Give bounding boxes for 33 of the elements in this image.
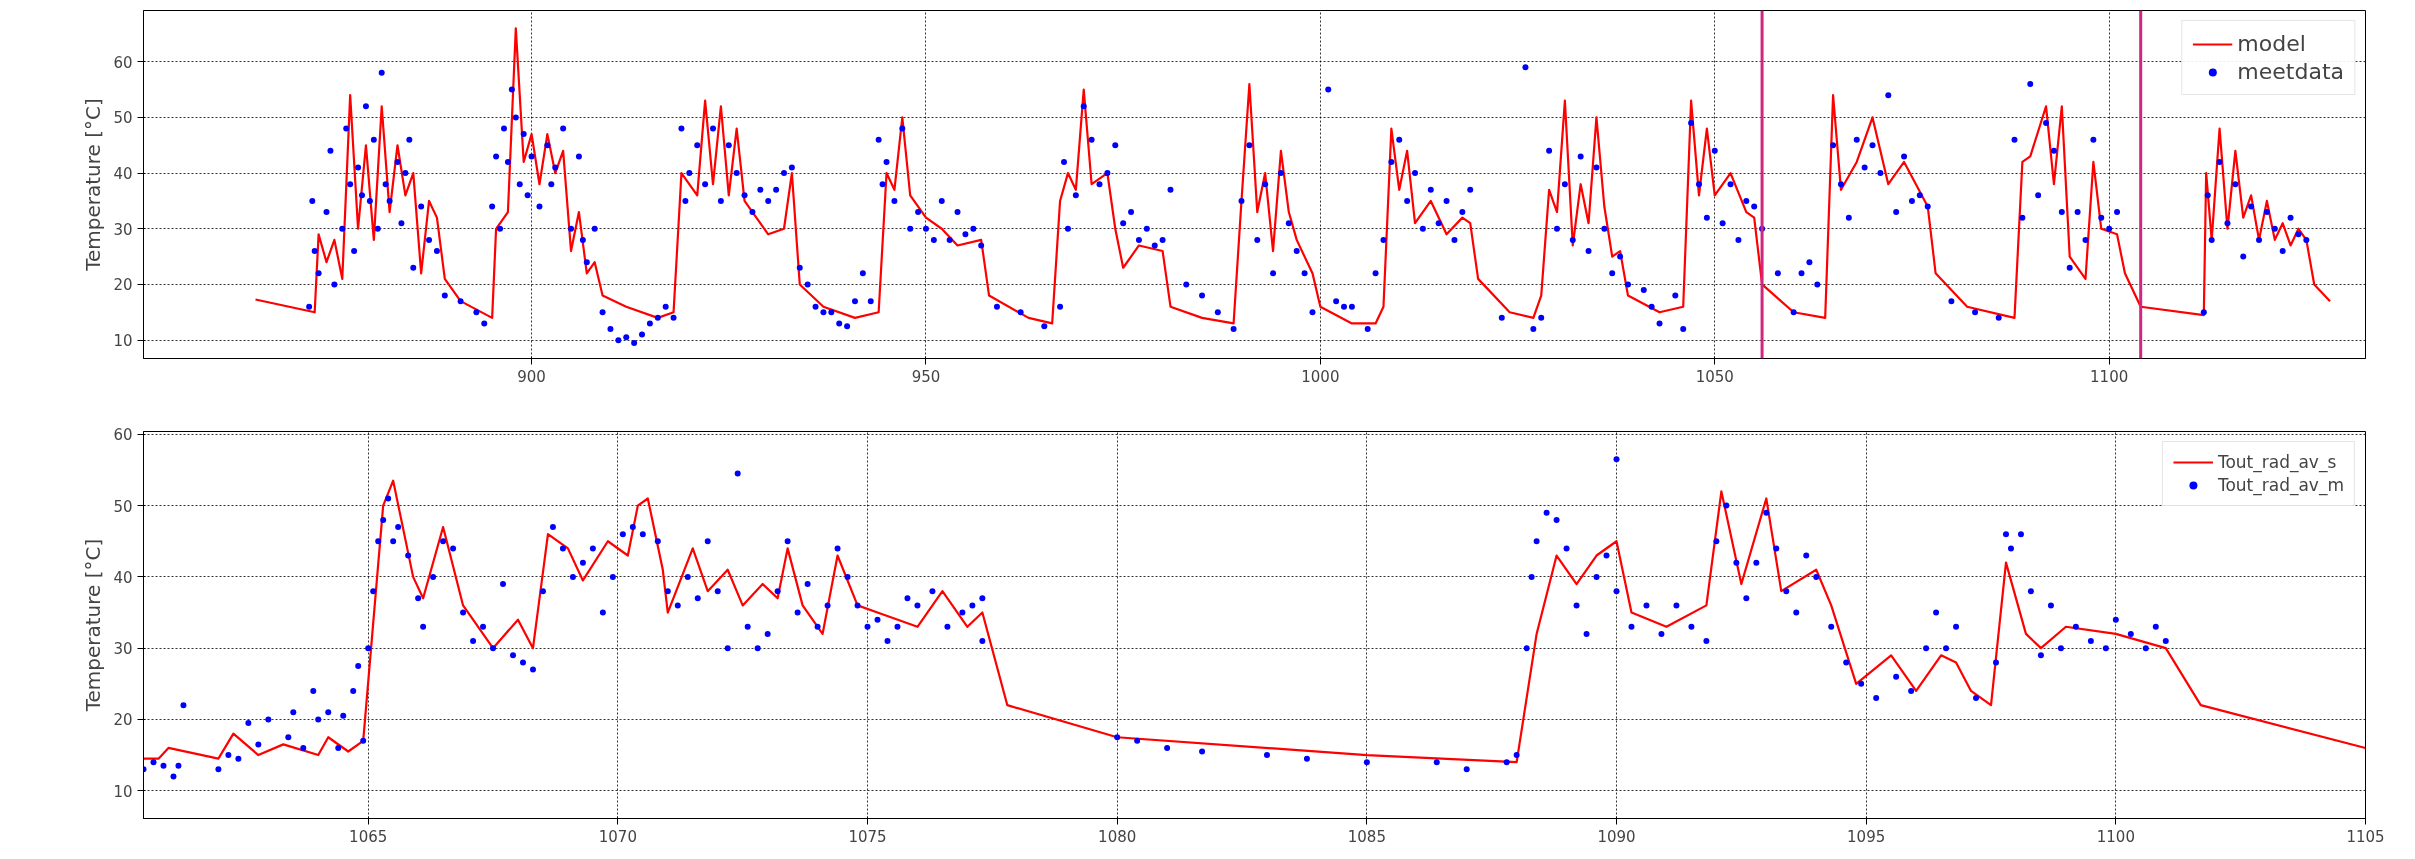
y-tick-label: 20 — [113, 711, 133, 730]
y-tick-label: 10 — [113, 332, 133, 351]
x-tick-label: 1100 — [2090, 367, 2129, 386]
y-axis-title: Temperature [°C] — [81, 98, 106, 272]
x-tick-label: 1105 — [2346, 827, 2385, 846]
x-tick-label: 1090 — [1597, 827, 1636, 846]
y-tick-label: 20 — [113, 276, 133, 295]
y-tick-label: 60 — [113, 53, 133, 72]
line-series — [143, 479, 2366, 764]
x-tick-label: 1075 — [848, 827, 887, 846]
y-tick-label: 30 — [113, 220, 133, 239]
y-tick-label: 30 — [113, 640, 133, 659]
x-tick-label: 1095 — [1847, 827, 1886, 846]
x-tick-label: 1050 — [1695, 367, 1734, 386]
y-tick-label: 40 — [113, 165, 133, 184]
x-tick-label: 900 — [517, 367, 546, 386]
y-tick-label: 50 — [113, 109, 133, 128]
x-tick-label: 1070 — [598, 827, 637, 846]
y-tick-label: 40 — [113, 568, 133, 587]
legend-label: model — [2237, 31, 2306, 56]
x-tick-label: 1000 — [1301, 367, 1340, 386]
y-tick-label: 10 — [113, 782, 133, 801]
legend-label: Tout_rad_av_m — [2217, 475, 2344, 495]
x-tick-label: 1085 — [1347, 827, 1386, 846]
x-tick-label: 950 — [911, 367, 941, 386]
y-axis-title: Temperature [°C] — [81, 538, 106, 713]
x-tick-label: 1065 — [349, 827, 388, 846]
x-tick-label: 1080 — [1098, 827, 1137, 846]
x-tick-label: 1100 — [2096, 827, 2135, 846]
y-tick-label: 50 — [113, 497, 133, 516]
legend-label: meetdata — [2237, 59, 2344, 84]
legend-label: Tout_rad_av_s — [2217, 452, 2337, 472]
y-tick-label: 60 — [113, 426, 133, 445]
